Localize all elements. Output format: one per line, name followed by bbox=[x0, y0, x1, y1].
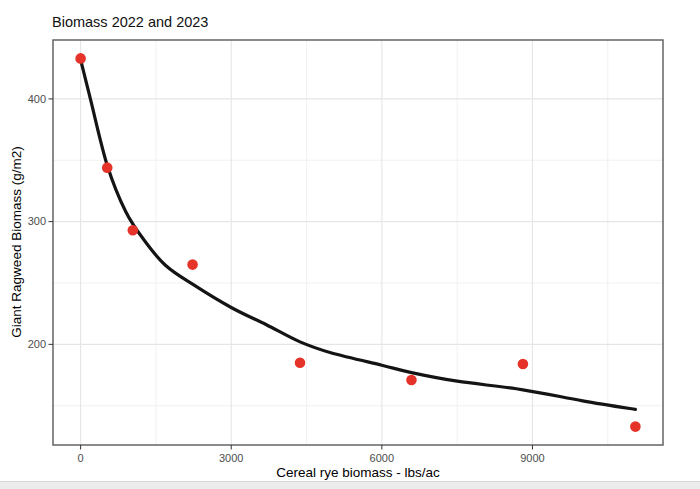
window-bottom-bar bbox=[0, 481, 700, 489]
chart-canvas: 0 3000 6000 9000 200 300 400 bbox=[0, 0, 700, 489]
data-point bbox=[128, 225, 139, 236]
fit-curve bbox=[81, 60, 636, 410]
data-point bbox=[102, 162, 113, 173]
data-point bbox=[518, 359, 529, 370]
y-tick-label: 400 bbox=[28, 93, 46, 105]
y-tick-label: 300 bbox=[28, 215, 46, 227]
data-point bbox=[187, 259, 198, 270]
x-tick-label: 0 bbox=[78, 452, 84, 464]
chart-title: Biomass 2022 and 2023 bbox=[52, 14, 208, 30]
data-point bbox=[406, 375, 417, 386]
x-tick-label: 9000 bbox=[520, 452, 544, 464]
x-axis-title: Cereal rye biomass - lbs/ac bbox=[53, 465, 663, 480]
y-axis-title: Giant Ragweed Biomass (g/m2) bbox=[9, 146, 24, 337]
plot-window: 0 3000 6000 9000 200 300 400 Biomass 2022 and … bbox=[0, 0, 700, 489]
data-point bbox=[630, 421, 641, 432]
x-tick-label: 6000 bbox=[370, 452, 394, 464]
data-point bbox=[295, 357, 306, 368]
y-tick-label: 200 bbox=[28, 338, 46, 350]
x-tick-label: 3000 bbox=[219, 452, 243, 464]
data-point bbox=[75, 53, 86, 64]
